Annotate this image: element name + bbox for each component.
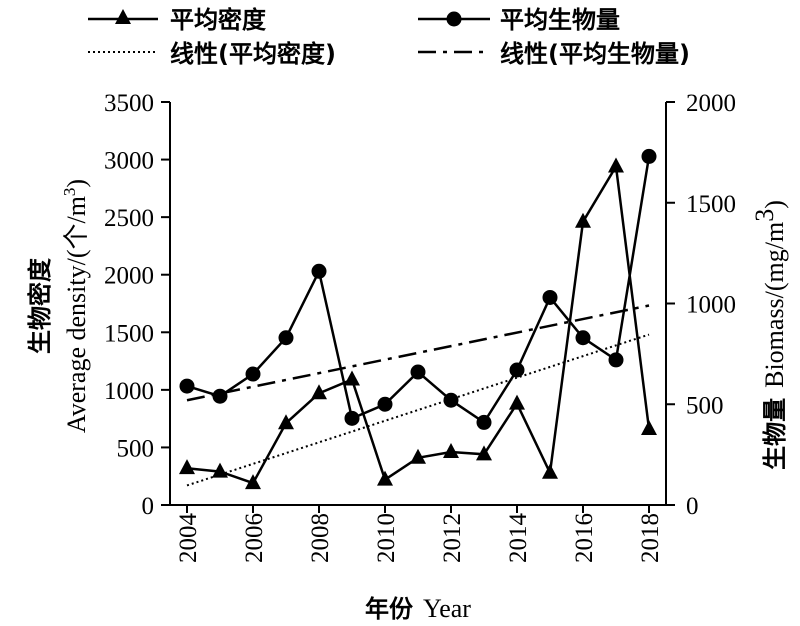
left-tick-label: 500 <box>117 435 155 462</box>
density-line <box>186 162 651 485</box>
left-tick-label: 2000 <box>104 263 154 290</box>
left-tick-label: 3500 <box>104 90 154 117</box>
circle-marker-icon <box>446 11 462 27</box>
biomass-trendline <box>186 304 650 402</box>
x-tick-label: 2010 <box>373 513 400 563</box>
left-axis-title-cn: 生物密度 <box>26 257 54 354</box>
triangle-marker-icon <box>115 9 131 24</box>
biomass-point <box>476 414 492 430</box>
left-axis-ticks: 0 500 1000 1500 2000 2500 3000 3500 <box>104 90 170 520</box>
biomass-point <box>179 378 195 394</box>
density-point <box>509 394 525 410</box>
biomass-point <box>608 352 624 368</box>
series <box>179 148 657 490</box>
biomass-point <box>344 410 360 426</box>
right-axis-title-sup: 3 <box>750 209 779 222</box>
left-tick-label: 1000 <box>104 378 154 405</box>
density-point <box>575 212 591 228</box>
biomass-point <box>542 289 558 305</box>
left-axis-title-sup: 3 <box>60 188 79 197</box>
right-axis-ticks: 0 500 1000 1500 2000 <box>666 90 736 520</box>
axes <box>169 102 667 506</box>
x-axis-title-en: Year <box>423 594 471 623</box>
left-axis-title-en-main: Average density/(个/m <box>62 196 91 433</box>
density-point <box>245 474 261 490</box>
right-tick-label: 0 <box>686 493 699 520</box>
biomass-point <box>575 330 591 346</box>
density-trendline <box>186 333 650 487</box>
left-axis-title-en: Average density/(个/m3) <box>60 179 91 433</box>
biomass-point <box>278 330 294 346</box>
x-tick-label: 2006 <box>241 513 268 563</box>
biomass-point <box>245 366 261 382</box>
density-point <box>377 470 393 486</box>
right-axis-title-close: ) <box>760 200 789 209</box>
legend-biomass-trend: 线性(平均生物量) <box>418 40 690 68</box>
density-point <box>608 157 624 173</box>
density-point <box>278 414 294 430</box>
legend: 平均密度 平均生物量 线性(平均密度) 线性(平均生物量) <box>88 6 690 68</box>
biomass-point <box>509 362 525 378</box>
left-axis-title: 生物密度 Average density/(个/m3) <box>26 179 91 433</box>
density-point <box>212 462 228 478</box>
x-axis-ticks: 2004 2006 2008 2010 2012 2014 2016 2018 <box>175 505 664 563</box>
biomass-line <box>186 156 651 425</box>
right-axis-title-text: 生物量 Biomass/(mg/m3) <box>750 200 789 470</box>
x-tick-label: 2016 <box>571 513 598 563</box>
biomass-point <box>410 364 426 380</box>
legend-density-label: 平均密度 <box>170 6 267 34</box>
x-tick-label: 2018 <box>637 513 664 563</box>
density-point <box>344 370 360 386</box>
right-tick-label: 500 <box>686 392 724 419</box>
legend-density: 平均密度 <box>88 6 267 34</box>
x-tick-label: 2014 <box>505 513 532 564</box>
x-tick-label: 2004 <box>175 513 202 564</box>
biomass-point <box>377 396 393 412</box>
density-point <box>542 463 558 479</box>
biomass-point <box>443 392 459 408</box>
left-tick-label: 3000 <box>104 148 154 175</box>
right-axis-title-cn: 生物量 <box>761 398 789 470</box>
left-tick-label: 0 <box>142 493 155 520</box>
biomass-point <box>641 148 657 164</box>
x-tick-label: 2008 <box>307 513 334 563</box>
legend-biomass-trend-label: 线性(平均生物量) <box>500 40 690 68</box>
x-axis-title-cn: 年份 <box>365 595 414 623</box>
biomass-point <box>212 388 228 404</box>
trendlines <box>186 304 650 487</box>
right-tick-label: 2000 <box>686 90 736 117</box>
left-axis-title-close: ) <box>62 179 91 188</box>
left-tick-label: 1500 <box>104 320 154 347</box>
density-point <box>410 448 426 464</box>
density-point <box>443 443 459 459</box>
biomass-point <box>311 263 327 279</box>
right-tick-label: 1000 <box>686 292 736 319</box>
legend-biomass-label: 平均生物量 <box>500 6 620 34</box>
left-tick-label: 2500 <box>104 205 154 232</box>
x-axis-title: 年份 Year <box>365 594 471 623</box>
legend-biomass: 平均生物量 <box>418 6 620 34</box>
right-tick-label: 1500 <box>686 191 736 218</box>
density-point <box>179 459 195 475</box>
x-tick-label: 2012 <box>439 513 466 563</box>
legend-density-trend: 线性(平均密度) <box>88 40 336 68</box>
legend-density-trend-label: 线性(平均密度) <box>170 40 336 68</box>
right-axis-title: 生物量 Biomass/(mg/m3) <box>750 200 789 470</box>
density-point <box>311 384 327 400</box>
density-point <box>641 420 657 436</box>
density-point <box>476 445 492 461</box>
right-axis-title-en: Biomass/(mg/m <box>760 222 789 388</box>
